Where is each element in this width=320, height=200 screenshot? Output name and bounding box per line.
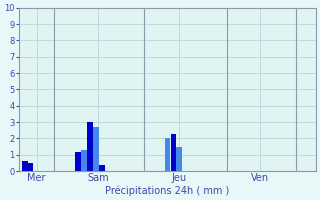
Bar (176, 147, 182, 171)
Bar (93, 127, 99, 171)
Bar (164, 138, 170, 171)
Bar (99, 165, 105, 171)
X-axis label: Précipitations 24h ( mm ): Précipitations 24h ( mm ) (105, 185, 229, 196)
Bar (87, 122, 93, 171)
Bar (22, 161, 28, 171)
Bar (28, 163, 34, 171)
Bar (76, 152, 81, 171)
Bar (171, 134, 176, 171)
Bar (81, 150, 87, 171)
